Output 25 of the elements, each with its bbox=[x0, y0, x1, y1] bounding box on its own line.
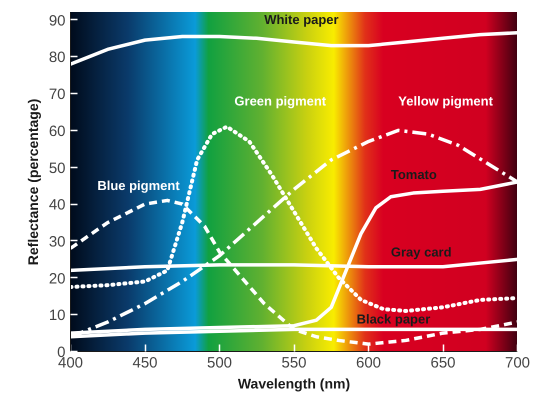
y-axis-title: Reflectance (percentage) bbox=[24, 98, 41, 266]
x-tick-label: 700 bbox=[504, 354, 530, 372]
x-tick-label: 600 bbox=[356, 354, 382, 372]
x-tick-label: 550 bbox=[281, 354, 307, 372]
series-label: Black paper bbox=[356, 311, 430, 326]
series-label: Tomato bbox=[390, 167, 437, 182]
series-label: Blue pigment bbox=[97, 178, 180, 194]
series-label: Yellow pigment bbox=[398, 93, 494, 108]
y-tick-label: 90 bbox=[48, 12, 66, 30]
series-label: White paper bbox=[264, 12, 339, 28]
y-tick-label: 10 bbox=[48, 307, 66, 324]
y-tick-label: 40 bbox=[48, 196, 66, 214]
series-label: Green pigment bbox=[234, 93, 327, 108]
series-label: Gray card bbox=[390, 244, 452, 260]
x-tick-label: 450 bbox=[132, 354, 158, 372]
y-tick-label: 60 bbox=[48, 122, 66, 140]
y-tick-label: 80 bbox=[48, 49, 66, 66]
line-series bbox=[70, 31, 518, 66]
y-tick-label: 30 bbox=[48, 233, 66, 250]
y-tick-label: 50 bbox=[48, 160, 66, 177]
y-tick-label: 70 bbox=[48, 86, 66, 104]
y-tick-label: 20 bbox=[48, 270, 66, 288]
x-tick-label: 500 bbox=[206, 354, 232, 372]
x-tick-label: 650 bbox=[430, 354, 456, 372]
x-axis-title: Wavelength (nm) bbox=[238, 376, 350, 392]
